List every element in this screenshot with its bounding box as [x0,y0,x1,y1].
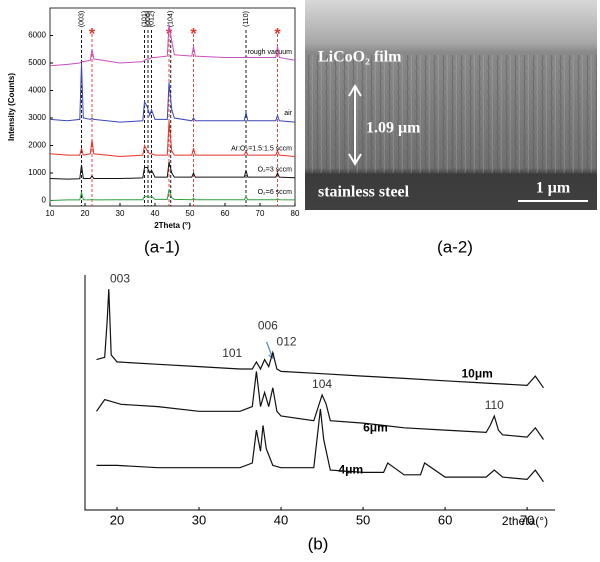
scale-label: 1 μm [536,180,571,197]
reflection-label: (110) [243,11,250,27]
impurity-marker: * [190,26,197,43]
x-tick-label: 80 [291,209,300,218]
panel-label: (b) [308,534,329,553]
x-tick-label: 60 [221,209,230,218]
peak-arrow [266,341,275,360]
x-tick-label: 50 [356,512,370,527]
data-line [49,62,296,123]
y-tick-label: 0 [42,196,47,205]
peak-label: 003 [110,271,130,285]
impurity-marker: * [89,26,96,43]
y-tick-label: 2000 [28,141,46,150]
peak-label: 012 [277,335,297,349]
x-tick-label: 10 [46,209,55,218]
y-tick-label: 5000 [28,58,46,67]
panel-label: (a-2) [437,237,473,256]
series-label: 10μm [461,366,492,380]
data-line [96,371,544,440]
data-line [49,24,296,67]
reflection-label: (104) [168,11,175,27]
reflection-label: (006) [145,11,152,27]
x-tick-label: 30 [192,512,206,527]
data-line [49,189,296,201]
series-label: Ar:O₂=1.5:1.5 sccm [231,145,292,152]
sem-image: LiCoO₂ film 1.09 μm stainless steel 1 μm [305,0,597,210]
thickness-label: 1.09 μm [366,120,421,137]
series-label: 4μm [338,463,363,477]
series-label: O₂=3 sccm [258,167,293,174]
substrate-label: stainless steel [318,184,410,201]
series-label: O₂=6 sccm [258,189,293,196]
series-label: 6μm [363,420,388,434]
x-axis-label: 2theta(°) [502,514,548,528]
y-axis-label: Intensity (Counts) [7,73,16,141]
peak-label: 110 [485,398,504,412]
impurity-marker: * [274,26,281,43]
reflection-label: (012) [148,11,155,27]
film-label: LiCoO₂ film [318,49,402,66]
axis-frame [84,275,555,511]
x-tick-label: 20 [110,512,124,527]
peak-label: 006 [258,319,278,333]
series-label: air [284,110,292,117]
x-tick-label: 20 [81,209,90,218]
x-tick-label: 70 [256,209,265,218]
film-texture [305,55,597,173]
x-tick-label: 40 [151,209,160,218]
data-line [49,161,296,180]
y-tick-label: 6000 [28,31,46,40]
plot-frame [49,7,296,207]
x-tick-label: 40 [274,512,288,527]
x-tick-label: 30 [116,209,125,218]
arrow-heads [348,84,362,166]
series-label: rough vacuum [248,49,293,56]
y-tick-label: 1000 [28,168,46,177]
data-line [96,289,544,389]
data-line [49,120,296,158]
reflection-label: (003) [78,11,85,27]
x-tick-label: 50 [186,209,195,218]
y-tick-label: 4000 [28,86,46,95]
x-tick-label: 60 [438,512,452,527]
peak-label: 104 [312,377,332,391]
x-axis-label: 2Theta (°) [154,221,191,230]
y-tick-label: 3000 [28,113,46,122]
peak-label: 101 [222,346,242,360]
impurity-marker: * [166,26,173,43]
reflection-label: (101) [141,11,148,27]
x-tick-label: 70 [520,512,534,527]
panel-label: (a-1) [144,237,180,256]
data-line [96,408,544,483]
